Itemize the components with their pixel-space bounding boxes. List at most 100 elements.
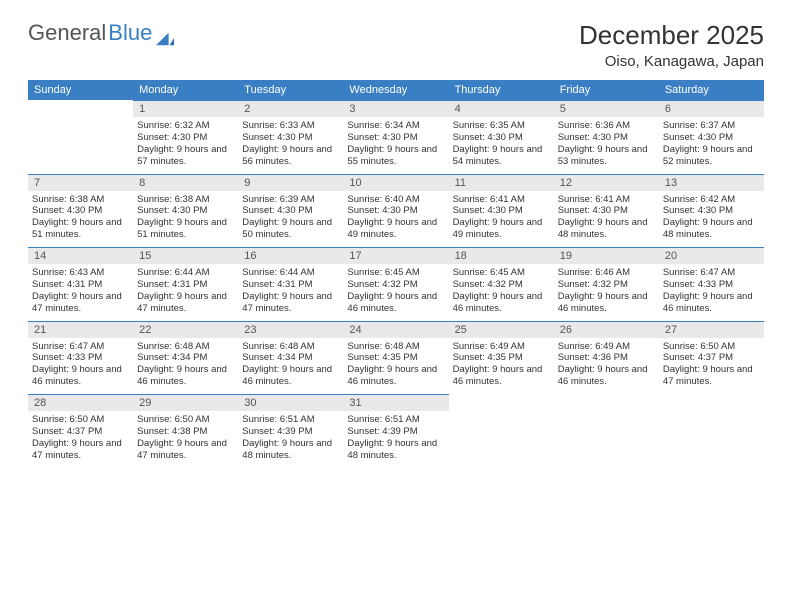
daylight-line: Daylight: 9 hours and 49 minutes. xyxy=(347,217,444,241)
day-data: Sunrise: 6:44 AMSunset: 4:31 PMDaylight:… xyxy=(133,264,238,317)
calendar-body: 1Sunrise: 6:32 AMSunset: 4:30 PMDaylight… xyxy=(28,100,764,468)
calendar-cell: 1Sunrise: 6:32 AMSunset: 4:30 PMDaylight… xyxy=(133,100,238,174)
sunrise-line: Sunrise: 6:45 AM xyxy=(347,267,444,279)
sunrise-line: Sunrise: 6:47 AM xyxy=(663,267,760,279)
day-number: 24 xyxy=(343,321,448,338)
calendar-cell xyxy=(449,394,554,468)
sunrise-line: Sunrise: 6:44 AM xyxy=(137,267,234,279)
sunset-line: Sunset: 4:30 PM xyxy=(242,132,339,144)
sunrise-line: Sunrise: 6:49 AM xyxy=(558,341,655,353)
day-data: Sunrise: 6:40 AMSunset: 4:30 PMDaylight:… xyxy=(343,191,448,244)
weekday-header: Monday xyxy=(133,80,238,100)
sunrise-line: Sunrise: 6:32 AM xyxy=(137,120,234,132)
sunset-line: Sunset: 4:30 PM xyxy=(347,205,444,217)
day-data: Sunrise: 6:44 AMSunset: 4:31 PMDaylight:… xyxy=(238,264,343,317)
sunset-line: Sunset: 4:38 PM xyxy=(137,426,234,438)
day-data: Sunrise: 6:48 AMSunset: 4:34 PMDaylight:… xyxy=(133,338,238,391)
day-number: 1 xyxy=(133,100,238,117)
daylight-line: Daylight: 9 hours and 46 minutes. xyxy=(453,364,550,388)
calendar-cell: 20Sunrise: 6:47 AMSunset: 4:33 PMDayligh… xyxy=(659,247,764,321)
month-title: December 2025 xyxy=(579,20,764,51)
sunrise-line: Sunrise: 6:40 AM xyxy=(347,194,444,206)
calendar-cell: 26Sunrise: 6:49 AMSunset: 4:36 PMDayligh… xyxy=(554,321,659,395)
calendar-cell: 19Sunrise: 6:46 AMSunset: 4:32 PMDayligh… xyxy=(554,247,659,321)
calendar-cell xyxy=(554,394,659,468)
daylight-line: Daylight: 9 hours and 46 minutes. xyxy=(32,364,129,388)
sunrise-line: Sunrise: 6:42 AM xyxy=(663,194,760,206)
day-number: 12 xyxy=(554,174,659,191)
day-number: 27 xyxy=(659,321,764,338)
day-number: 9 xyxy=(238,174,343,191)
calendar-table: SundayMondayTuesdayWednesdayThursdayFrid… xyxy=(28,80,764,468)
sunset-line: Sunset: 4:36 PM xyxy=(558,352,655,364)
daylight-line: Daylight: 9 hours and 51 minutes. xyxy=(32,217,129,241)
sunset-line: Sunset: 4:30 PM xyxy=(137,205,234,217)
calendar-cell: 12Sunrise: 6:41 AMSunset: 4:30 PMDayligh… xyxy=(554,174,659,248)
sunset-line: Sunset: 4:30 PM xyxy=(32,205,129,217)
sunset-line: Sunset: 4:31 PM xyxy=(32,279,129,291)
calendar-week-row: 1Sunrise: 6:32 AMSunset: 4:30 PMDaylight… xyxy=(28,100,764,174)
sunrise-line: Sunrise: 6:51 AM xyxy=(242,414,339,426)
day-number: 8 xyxy=(133,174,238,191)
sunset-line: Sunset: 4:32 PM xyxy=(453,279,550,291)
daylight-line: Daylight: 9 hours and 46 minutes. xyxy=(137,364,234,388)
daylight-line: Daylight: 9 hours and 46 minutes. xyxy=(453,291,550,315)
weekday-header: Saturday xyxy=(659,80,764,100)
day-number: 21 xyxy=(28,321,133,338)
day-number: 30 xyxy=(238,394,343,411)
day-data: Sunrise: 6:41 AMSunset: 4:30 PMDaylight:… xyxy=(554,191,659,244)
brand-logo: GeneralBlue xyxy=(28,20,174,46)
calendar-cell: 27Sunrise: 6:50 AMSunset: 4:37 PMDayligh… xyxy=(659,321,764,395)
sunset-line: Sunset: 4:30 PM xyxy=(242,205,339,217)
sunset-line: Sunset: 4:35 PM xyxy=(453,352,550,364)
day-number: 3 xyxy=(343,100,448,117)
sunrise-line: Sunrise: 6:39 AM xyxy=(242,194,339,206)
calendar-cell: 25Sunrise: 6:49 AMSunset: 4:35 PMDayligh… xyxy=(449,321,554,395)
sunset-line: Sunset: 4:39 PM xyxy=(242,426,339,438)
day-number: 17 xyxy=(343,247,448,264)
weekday-header: Sunday xyxy=(28,80,133,100)
day-data: Sunrise: 6:36 AMSunset: 4:30 PMDaylight:… xyxy=(554,117,659,170)
calendar-head: SundayMondayTuesdayWednesdayThursdayFrid… xyxy=(28,80,764,100)
daylight-line: Daylight: 9 hours and 47 minutes. xyxy=(242,291,339,315)
daylight-line: Daylight: 9 hours and 47 minutes. xyxy=(32,291,129,315)
sunset-line: Sunset: 4:35 PM xyxy=(347,352,444,364)
day-data: Sunrise: 6:47 AMSunset: 4:33 PMDaylight:… xyxy=(659,264,764,317)
daylight-line: Daylight: 9 hours and 46 minutes. xyxy=(347,364,444,388)
sunrise-line: Sunrise: 6:37 AM xyxy=(663,120,760,132)
day-number: 28 xyxy=(28,394,133,411)
day-number: 7 xyxy=(28,174,133,191)
calendar-cell: 3Sunrise: 6:34 AMSunset: 4:30 PMDaylight… xyxy=(343,100,448,174)
day-data: Sunrise: 6:47 AMSunset: 4:33 PMDaylight:… xyxy=(28,338,133,391)
sunrise-line: Sunrise: 6:51 AM xyxy=(347,414,444,426)
calendar-week-row: 21Sunrise: 6:47 AMSunset: 4:33 PMDayligh… xyxy=(28,321,764,395)
calendar-cell: 24Sunrise: 6:48 AMSunset: 4:35 PMDayligh… xyxy=(343,321,448,395)
sunrise-line: Sunrise: 6:33 AM xyxy=(242,120,339,132)
sail-icon xyxy=(156,26,174,40)
day-data: Sunrise: 6:38 AMSunset: 4:30 PMDaylight:… xyxy=(133,191,238,244)
calendar-cell: 21Sunrise: 6:47 AMSunset: 4:33 PMDayligh… xyxy=(28,321,133,395)
sunrise-line: Sunrise: 6:45 AM xyxy=(453,267,550,279)
daylight-line: Daylight: 9 hours and 47 minutes. xyxy=(663,364,760,388)
day-number: 25 xyxy=(449,321,554,338)
day-data: Sunrise: 6:50 AMSunset: 4:37 PMDaylight:… xyxy=(659,338,764,391)
sunrise-line: Sunrise: 6:46 AM xyxy=(558,267,655,279)
page-header: GeneralBlue December 2025 Oiso, Kanagawa… xyxy=(28,20,764,70)
calendar-cell: 8Sunrise: 6:38 AMSunset: 4:30 PMDaylight… xyxy=(133,174,238,248)
calendar-cell: 13Sunrise: 6:42 AMSunset: 4:30 PMDayligh… xyxy=(659,174,764,248)
day-data: Sunrise: 6:38 AMSunset: 4:30 PMDaylight:… xyxy=(28,191,133,244)
sunset-line: Sunset: 4:33 PM xyxy=(663,279,760,291)
calendar-page: GeneralBlue December 2025 Oiso, Kanagawa… xyxy=(0,0,792,468)
day-number: 31 xyxy=(343,394,448,411)
sunset-line: Sunset: 4:37 PM xyxy=(32,426,129,438)
calendar-cell: 2Sunrise: 6:33 AMSunset: 4:30 PMDaylight… xyxy=(238,100,343,174)
day-number: 15 xyxy=(133,247,238,264)
calendar-cell: 9Sunrise: 6:39 AMSunset: 4:30 PMDaylight… xyxy=(238,174,343,248)
day-number: 22 xyxy=(133,321,238,338)
sunset-line: Sunset: 4:30 PM xyxy=(453,132,550,144)
weekday-header: Friday xyxy=(554,80,659,100)
daylight-line: Daylight: 9 hours and 51 minutes. xyxy=(137,217,234,241)
day-number: 18 xyxy=(449,247,554,264)
daylight-line: Daylight: 9 hours and 54 minutes. xyxy=(453,144,550,168)
calendar-cell: 6Sunrise: 6:37 AMSunset: 4:30 PMDaylight… xyxy=(659,100,764,174)
